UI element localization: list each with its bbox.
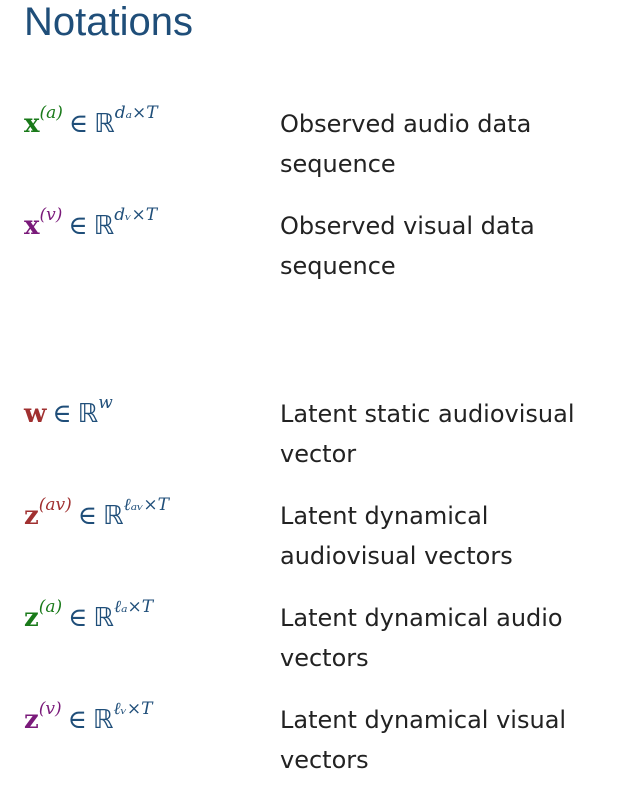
- variable: x: [24, 211, 40, 241]
- notation-description: Latent dynamical visual vectors: [280, 706, 567, 774]
- element-of-symbol: ∈: [68, 603, 88, 633]
- real-set-symbol: ℝ: [93, 211, 115, 241]
- math-symbol: x(v) ∈ ℝdᵥ×T: [24, 206, 157, 246]
- element-of-symbol: ∈: [68, 211, 88, 241]
- page-title: Notations: [24, 0, 193, 44]
- set-dimension: ℓₐᵥ×T: [123, 495, 170, 516]
- variable: z: [24, 705, 39, 735]
- element-of-symbol: ∈: [52, 399, 72, 429]
- element-of-symbol: ∈: [68, 109, 89, 139]
- variable-superscript: (v): [39, 205, 63, 226]
- variable: z: [24, 603, 39, 633]
- math-symbol: z(av) ∈ ℝℓₐᵥ×T: [24, 496, 169, 536]
- variable: w: [24, 399, 47, 429]
- set-dimension: w: [98, 393, 113, 414]
- real-set-symbol: ℝ: [77, 399, 99, 429]
- element-of-symbol: ∈: [77, 501, 98, 531]
- real-set-symbol: ℝ: [103, 501, 124, 531]
- set-dimension: ℓₐ×T: [114, 597, 154, 618]
- real-set-symbol: ℝ: [94, 109, 115, 139]
- notation-description: Observed audio data sequence: [280, 110, 532, 178]
- math-symbol: x(a) ∈ ℝdₐ×T: [24, 104, 158, 144]
- math-symbol: z(a) ∈ ℝℓₐ×T: [24, 598, 153, 638]
- variable: z: [24, 501, 39, 531]
- variable: x: [24, 109, 40, 139]
- real-set-symbol: ℝ: [92, 705, 114, 735]
- variable-superscript: (a): [38, 597, 63, 618]
- set-dimension: dₐ×T: [114, 103, 158, 124]
- variable-superscript: (v): [38, 699, 62, 720]
- math-symbol: w ∈ ℝw: [24, 394, 113, 434]
- real-set-symbol: ℝ: [93, 603, 115, 633]
- element-of-symbol: ∈: [67, 705, 87, 735]
- math-symbol: z(v) ∈ ℝℓᵥ×T: [24, 700, 152, 740]
- notation-description: Latent static audiovisual vector: [280, 400, 575, 468]
- set-dimension: ℓᵥ×T: [113, 699, 153, 720]
- set-dimension: dᵥ×T: [114, 205, 158, 226]
- variable-superscript: (a): [39, 103, 63, 124]
- notation-description: Latent dynamical audiovisual vectors: [280, 502, 513, 570]
- notation-description: Observed visual data sequence: [280, 212, 535, 280]
- notation-description: Latent dynamical audio vectors: [280, 604, 563, 672]
- variable-superscript: (av): [38, 495, 72, 516]
